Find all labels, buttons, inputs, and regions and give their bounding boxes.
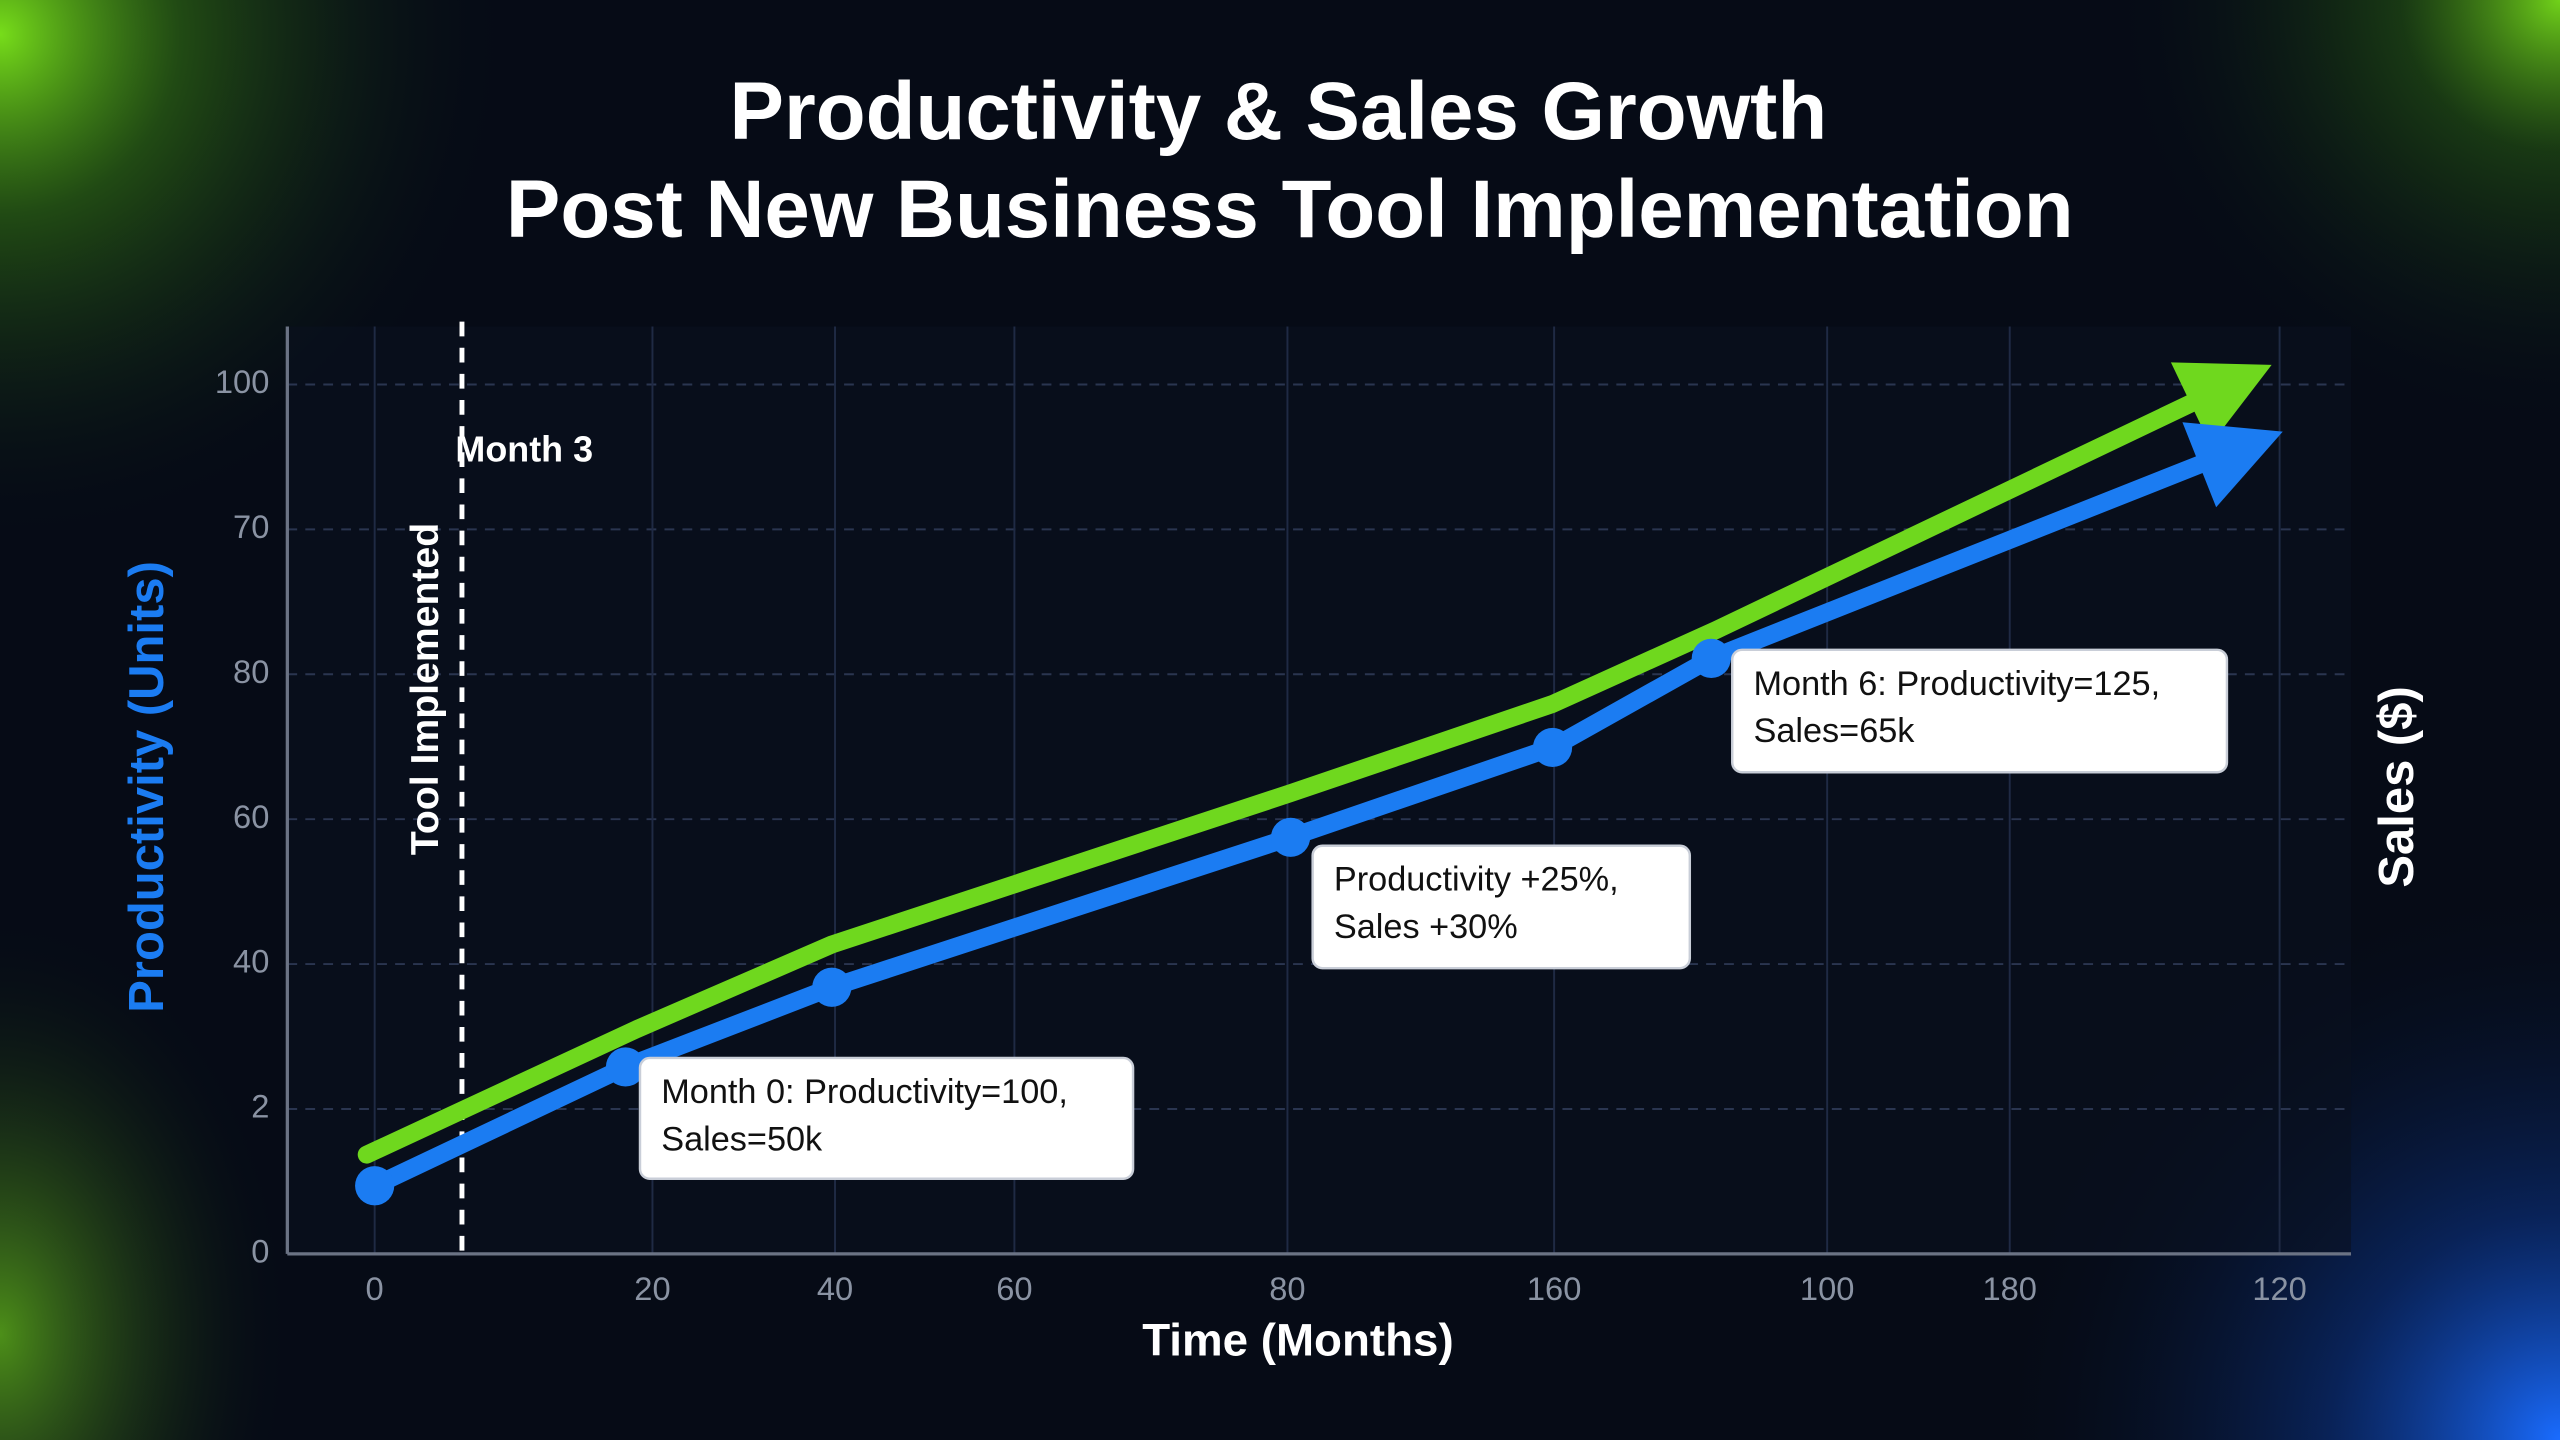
annotation-text: Sales=65k — [1753, 712, 1915, 750]
y-tick-label: 80 — [233, 653, 269, 690]
x-tick-label: 80 — [1269, 1270, 1305, 1307]
marks: Month 3 Tool Implemented Month 0: Producti… — [355, 321, 2283, 1254]
y-tick-label: 0 — [251, 1233, 269, 1270]
data-point — [1691, 638, 1731, 678]
event-text: Tool Implemented — [404, 523, 447, 855]
arrow-head — [2170, 362, 2272, 445]
x-tick-label: 20 — [634, 1270, 670, 1307]
y-tick-label: 40 — [233, 943, 269, 980]
annotation-text: Sales +30% — [1334, 908, 1518, 946]
x-tick-label: 60 — [996, 1270, 1032, 1307]
series-line — [357, 384, 2222, 1164]
y-axis-label: Productivity (Units) — [120, 561, 174, 1013]
y-tick-label: 2 — [251, 1088, 269, 1125]
annotation-text: Sales=50k — [661, 1120, 823, 1158]
y-tick-label: 60 — [233, 798, 269, 835]
y-tick-label: 100 — [215, 363, 269, 400]
x-tick-label: 180 — [1982, 1270, 2036, 1307]
x-tick-label: 40 — [817, 1270, 853, 1307]
annotation-text: Month 0: Productivity=100, — [661, 1073, 1068, 1111]
annotation-box — [638, 1056, 1135, 1180]
annotation-text: Productivity +25%, — [1334, 861, 1619, 899]
data-point — [812, 967, 852, 1007]
chart-title: Post New Business Tool Implementation — [506, 164, 2074, 255]
annotation-box — [1731, 648, 2229, 774]
y2-axis-label: Sales ($) — [2370, 686, 2424, 887]
x-tick-label: 100 — [1800, 1270, 1854, 1307]
annotation-text: Month 6: Productivity=125, — [1753, 665, 2160, 703]
x-tick-label: 120 — [2252, 1270, 2306, 1307]
arrow-head — [2182, 422, 2283, 508]
data-point — [1271, 817, 1311, 857]
x-tick-label: 160 — [1527, 1270, 1581, 1307]
x-axis-label: Time (Months) — [1142, 1315, 1453, 1366]
x-tick-label: 0 — [366, 1270, 384, 1307]
annotation-box — [1311, 844, 1692, 970]
event-label: Month 3 — [455, 429, 593, 470]
data-point — [355, 1166, 395, 1206]
data-point — [605, 1047, 646, 1087]
chart-title: Productivity & Sales Growth — [730, 66, 1828, 157]
data-point — [1532, 727, 1573, 768]
y-tick-label: 70 — [233, 508, 269, 545]
